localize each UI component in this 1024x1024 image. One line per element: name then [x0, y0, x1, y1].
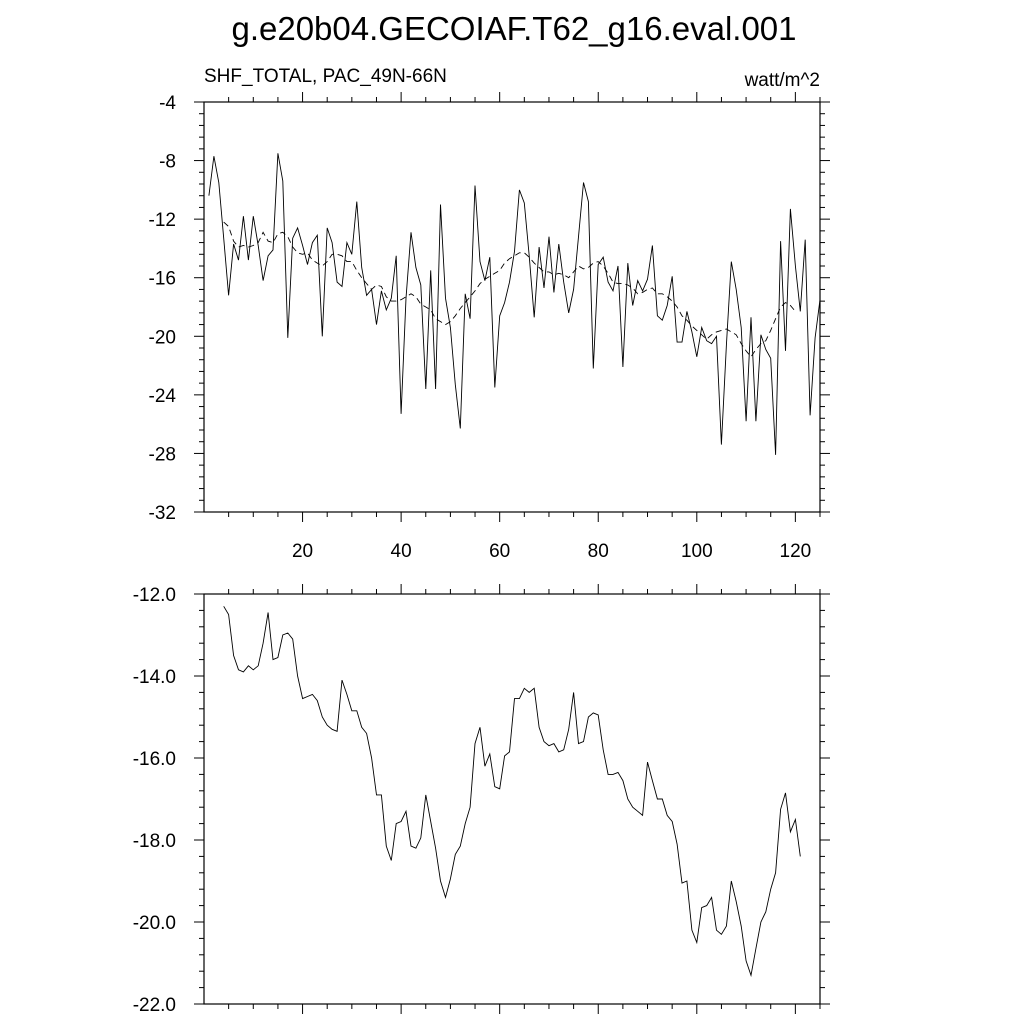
plot-frame — [203, 593, 821, 1005]
y-tick-label: -12 — [149, 210, 176, 231]
y-tick-label: -22.0 — [133, 995, 176, 1016]
y-tick-label: -28 — [149, 444, 176, 465]
y-tick-label: -20.0 — [133, 913, 176, 934]
y-tick-label: -14.0 — [133, 667, 176, 688]
x-tick-label: 80 — [588, 541, 609, 562]
chart-title: g.e20b04.GECOIAF.T62_g16.eval.001 — [231, 10, 796, 47]
y-tick-label: -8 — [159, 152, 176, 173]
plot-frame — [203, 101, 821, 513]
running-mean-line — [223, 221, 796, 358]
y-tick-label: -16 — [149, 269, 176, 290]
y-tick-label: -20 — [149, 327, 176, 348]
x-tick-label: 60 — [489, 541, 510, 562]
y-tick-label: -32 — [149, 503, 176, 524]
y-tick-label: -18.0 — [133, 831, 176, 852]
x-tick-label: 40 — [391, 541, 412, 562]
data-series-line — [223, 606, 801, 978]
y-tick-label: -4 — [159, 93, 176, 114]
x-tick-label: 20 — [292, 541, 313, 562]
x-tick-label: 100 — [681, 541, 713, 562]
units-label: watt/m^2 — [744, 70, 820, 91]
variable-label: SHF_TOTAL, PAC_49N-66N — [204, 66, 447, 87]
top-line-chart: 20 40 60 80 100 120 -32 -28 -24 -20 -16 -12 -8 -4 — [149, 92, 830, 562]
y-tick-label: -12.0 — [133, 585, 176, 606]
y-tick-label: -24 — [149, 386, 177, 407]
y-tick-label: -16.0 — [133, 749, 176, 770]
bottom-line-chart: -22.0 -20.0 -18.0 -16.0 -14.0 -12.0 — [133, 584, 830, 1016]
x-tick-label: 120 — [780, 541, 812, 562]
data-series-line — [208, 153, 821, 455]
